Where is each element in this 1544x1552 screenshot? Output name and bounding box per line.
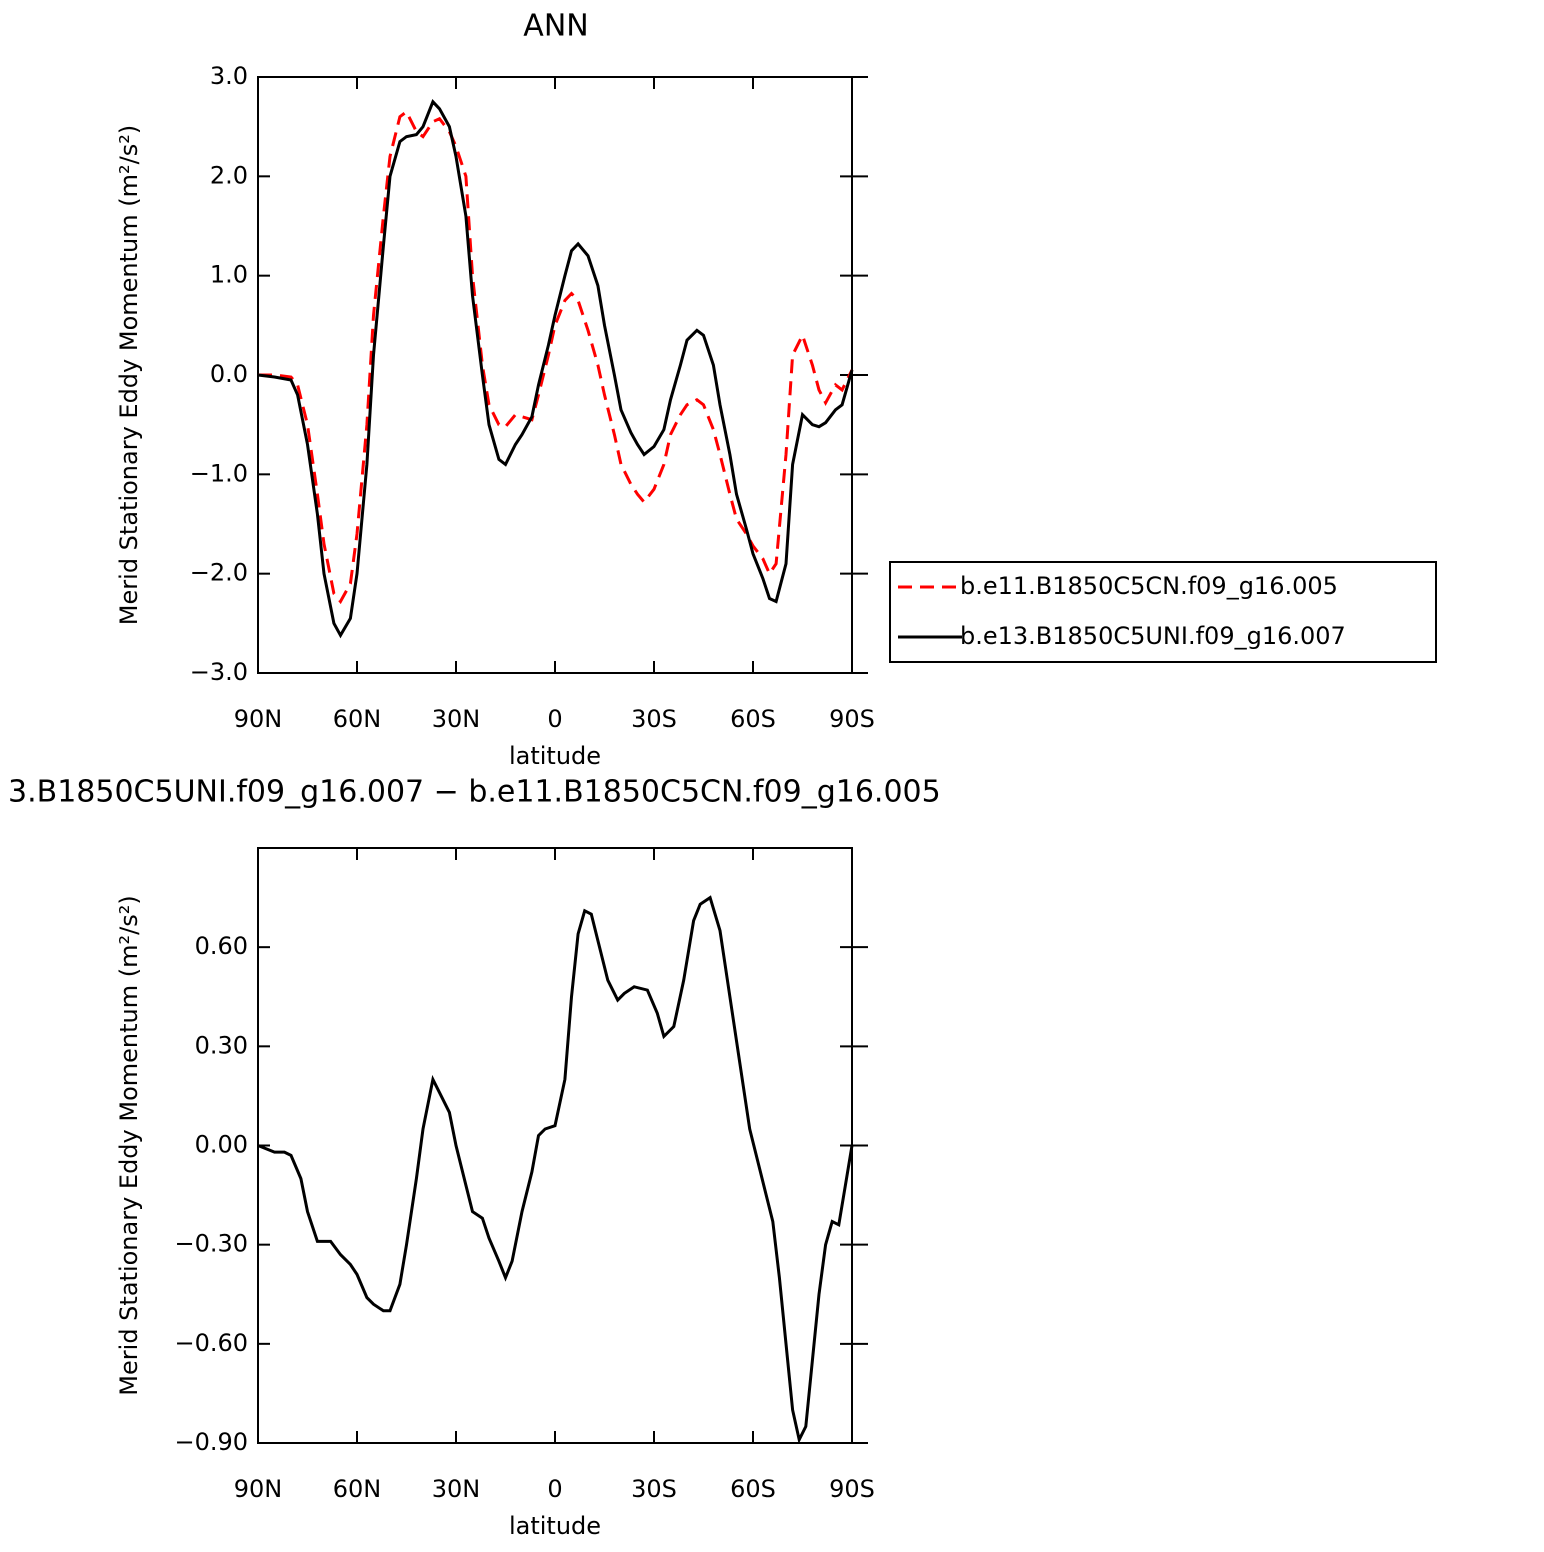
x-tick-label: 90N <box>234 1475 283 1503</box>
x-tick-label: 30N <box>432 705 481 733</box>
plot-frame <box>257 847 853 1444</box>
x-tick-label: 60N <box>333 1475 382 1503</box>
y-tick-label: 0.60 <box>195 932 248 960</box>
x-tick-label: 90S <box>829 705 875 733</box>
x-tick-label: 0 <box>547 1475 562 1503</box>
y-tick-label: −0.60 <box>174 1329 248 1357</box>
x-tick-label: 30N <box>432 1475 481 1503</box>
plot-frame <box>257 76 853 674</box>
y-tick-label: 1.0 <box>210 261 248 289</box>
data-line <box>257 895 854 1445</box>
x-tick-label: 60S <box>730 1475 776 1503</box>
data-line <box>258 109 854 605</box>
y-tick-label: 0.00 <box>195 1131 248 1159</box>
y-tick-label: 2.0 <box>210 161 248 189</box>
chart-title: 3.B1850C5UNI.f09_g16.007 − b.e11.B1850C5… <box>8 775 941 810</box>
x-tick-label: 30S <box>631 705 677 733</box>
y-tick-label: −3.0 <box>190 658 248 686</box>
x-tick-label: 90S <box>829 1475 875 1503</box>
y-axis-label: Merid Stationary Eddy Momentum (m²/s²) <box>115 895 143 1395</box>
chart-title: ANN <box>523 9 588 44</box>
x-tick-label: 60N <box>333 705 382 733</box>
y-tick-label: −2.0 <box>190 559 248 587</box>
data-line <box>257 99 854 639</box>
x-tick-label: 30S <box>631 1475 677 1503</box>
y-axis-label: Merid Stationary Eddy Momentum (m²/s²) <box>115 125 143 625</box>
x-tick-label: 0 <box>547 705 562 733</box>
x-tick-label: 90N <box>234 705 283 733</box>
y-tick-label: −1.0 <box>190 459 248 487</box>
x-tick-label: 60S <box>730 705 776 733</box>
y-tick-label: 0.0 <box>210 360 248 388</box>
legend-label: b.e13.B1850C5UNI.f09_g16.007 <box>960 622 1346 650</box>
legend-box <box>889 561 1437 663</box>
y-tick-label: −0.90 <box>174 1428 248 1456</box>
y-tick-label: −0.30 <box>174 1230 248 1258</box>
x-axis-label: latitude <box>509 1512 601 1540</box>
x-axis-label: latitude <box>509 742 601 770</box>
legend-label: b.e11.B1850C5CN.f09_g16.005 <box>960 572 1338 600</box>
y-tick-label: 0.30 <box>195 1031 248 1059</box>
y-tick-label: 3.0 <box>210 62 248 90</box>
